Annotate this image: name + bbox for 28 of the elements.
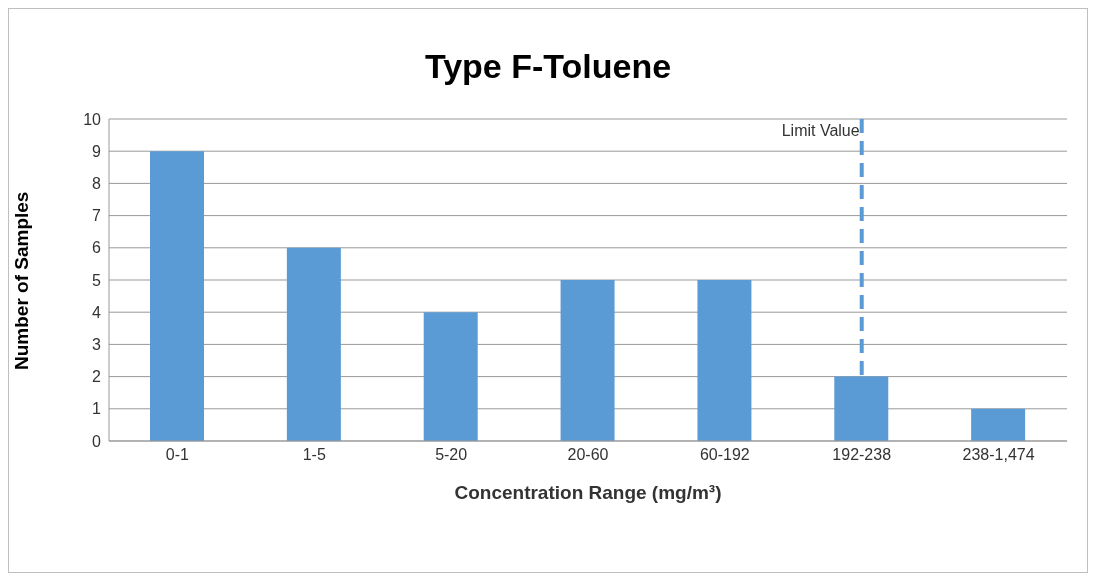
y-tick-label: 7 [92,207,102,225]
x-tick-label: 60-192 [699,446,750,464]
x-tick-label: 5-20 [435,446,468,464]
x-axis-title: Concentration Range (mg/m³) [454,482,722,503]
bar [286,247,341,441]
y-tick-label: 4 [92,303,102,321]
y-tick-label: 10 [83,110,102,128]
x-tick-label: 20-60 [567,446,609,464]
y-tick-label: 9 [92,142,102,160]
y-tick-label: 6 [92,239,102,257]
y-tick-label: 2 [92,368,102,386]
bar [697,280,752,441]
y-tick-label: 8 [92,175,102,193]
bar [971,408,1026,441]
y-tick-label: 1 [92,400,102,418]
x-tick-label: 1-5 [302,446,326,464]
ref-line-label: Limit Value [781,122,860,140]
x-tick-label: 192-238 [832,446,892,464]
bar [560,280,615,441]
x-tick-label: 0-1 [165,446,190,464]
y-tick-label: 5 [92,271,102,289]
chart-title: Type F-Toluene [423,47,673,87]
bar [423,312,478,441]
bar [150,151,204,441]
y-tick-label: 3 [92,336,102,354]
y-axis-title: Number of Samples [10,191,32,370]
x-tick-label: 238-1,474 [962,446,1035,464]
y-tick-label: 0 [92,432,102,450]
